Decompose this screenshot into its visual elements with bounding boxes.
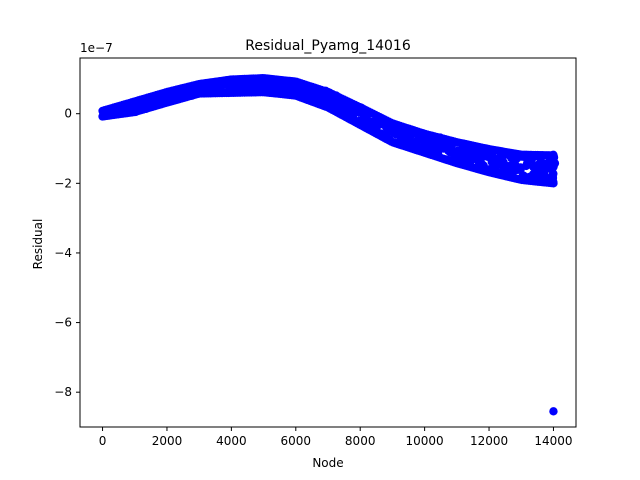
y-tick-label: −2 — [54, 176, 72, 190]
y-tick-label: 0 — [64, 107, 72, 121]
x-tick-label: 6000 — [281, 434, 312, 448]
x-axis-label: Node — [312, 456, 343, 470]
y-tick-label: −4 — [54, 246, 72, 260]
plot-area-frame — [79, 57, 577, 428]
y-axis-ticks: −8 −6 −4 −2 0 — [54, 107, 80, 399]
x-tick-label: 4000 — [216, 434, 247, 448]
y-tick-label: −6 — [54, 316, 72, 330]
outlier-point — [549, 407, 558, 416]
scatter-points — [98, 74, 560, 416]
x-tick-label: 10000 — [406, 434, 444, 448]
x-axis-ticks: 0 2000 4000 6000 8000 10000 12000 14000 — [99, 427, 573, 448]
x-tick-label: 14000 — [534, 434, 572, 448]
chart-title: Residual_Pyamg_14016 — [245, 38, 411, 54]
y-axis-offset-label: 1e−7 — [80, 41, 113, 55]
x-tick-label: 12000 — [470, 434, 508, 448]
data-point — [547, 164, 557, 174]
x-tick-label: 8000 — [345, 434, 376, 448]
data-point — [548, 153, 557, 162]
x-tick-label: 2000 — [152, 434, 183, 448]
x-tick-label: 0 — [99, 434, 107, 448]
y-axis-label: Residual — [31, 219, 45, 270]
y-tick-label: −8 — [54, 385, 72, 399]
data-point — [549, 177, 558, 187]
